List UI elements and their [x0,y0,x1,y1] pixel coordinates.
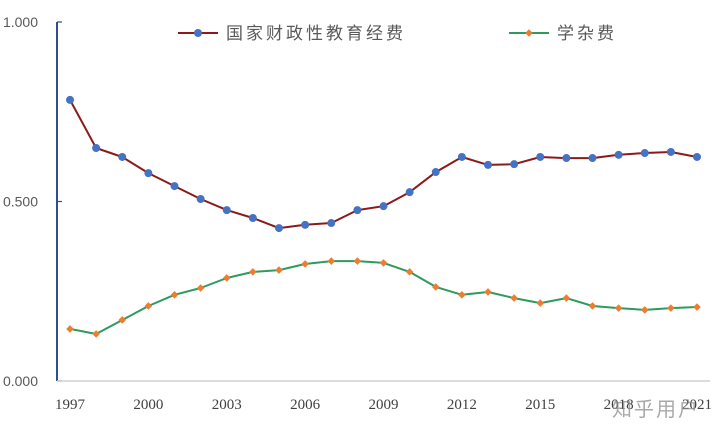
data-point-marker [66,95,74,104]
series-2 [66,257,701,338]
y-tick-label: 1.000 [3,14,38,30]
legend-item-2: 学杂费 [509,24,617,44]
data-point-marker [666,147,675,156]
watermark: 知乎用户 [612,397,700,421]
data-point-marker [510,160,519,169]
data-point-marker [588,154,597,163]
data-point-marker [405,188,414,197]
data-point-marker [353,206,362,215]
data-point-marker [431,168,440,177]
y-tick-label: 0.500 [3,194,38,210]
legend-marker-icon [525,29,533,37]
data-point-marker [327,219,336,228]
data-point-marker [457,152,466,161]
data-point-marker [66,325,74,333]
data-point-marker [562,154,571,163]
data-point-marker [484,160,492,169]
data-point-marker [640,149,649,158]
data-point-marker [379,259,388,267]
data-point-marker [170,182,179,191]
data-point-marker [144,169,153,178]
data-point-marker [693,303,701,311]
data-point-marker [588,302,597,310]
series-1 [66,95,701,233]
x-tick-label: 2018 [604,397,634,413]
data-point-marker [301,260,309,268]
x-axis: 1997 2000 2003 2006 2009 2012 2015 2018 2021 [55,380,712,413]
x-tick-label: 2021 [682,397,712,413]
data-point-marker [327,257,336,265]
x-tick-label: 1997 [55,397,86,413]
data-point-marker [640,306,649,314]
data-point-marker [614,304,623,312]
series-line [69,260,698,335]
legend-label: 国家财政性教育经费 [226,24,406,44]
data-point-marker [170,291,179,299]
data-series [66,95,701,338]
data-point-marker [458,291,466,299]
data-point-marker [222,274,231,282]
data-point-marker [301,220,310,229]
data-point-marker [249,268,257,276]
data-point-marker [536,152,545,161]
data-point-marker [614,150,623,159]
legend: 国家财政性教育经费 学杂费 [178,24,617,44]
legend-label: 学杂费 [557,24,617,44]
data-point-marker [118,316,127,324]
y-axis: 0.000 0.500 1.000 [3,14,62,389]
data-point-marker [275,266,283,274]
data-point-marker [196,194,205,203]
data-point-marker [510,294,518,302]
x-tick-label: 2000 [133,397,163,413]
data-point-marker [118,152,127,161]
legend-marker-icon [194,29,202,37]
x-tick-label: 2009 [369,397,399,413]
y-tick-label: 0.000 [3,373,38,389]
data-point-marker [353,257,362,265]
data-point-marker [693,152,701,161]
legend-item-1: 国家财政性教育经费 [178,24,406,44]
data-point-marker [144,302,153,310]
data-point-marker [196,284,205,292]
data-point-marker [431,283,440,291]
x-tick-label: 2012 [447,397,477,413]
data-point-marker [275,224,283,233]
data-point-marker [562,294,571,302]
data-point-marker [92,330,100,338]
data-point-marker [222,206,231,215]
x-tick-label: 2015 [525,397,555,413]
data-point-marker [667,304,675,312]
x-tick-label: 2003 [212,397,242,413]
data-point-marker [92,144,101,153]
data-point-marker [484,288,492,296]
x-tick-label: 2006 [290,397,321,413]
data-point-marker [405,268,414,276]
data-point-marker [248,214,257,223]
data-point-marker [379,202,388,211]
data-point-marker [536,299,545,307]
